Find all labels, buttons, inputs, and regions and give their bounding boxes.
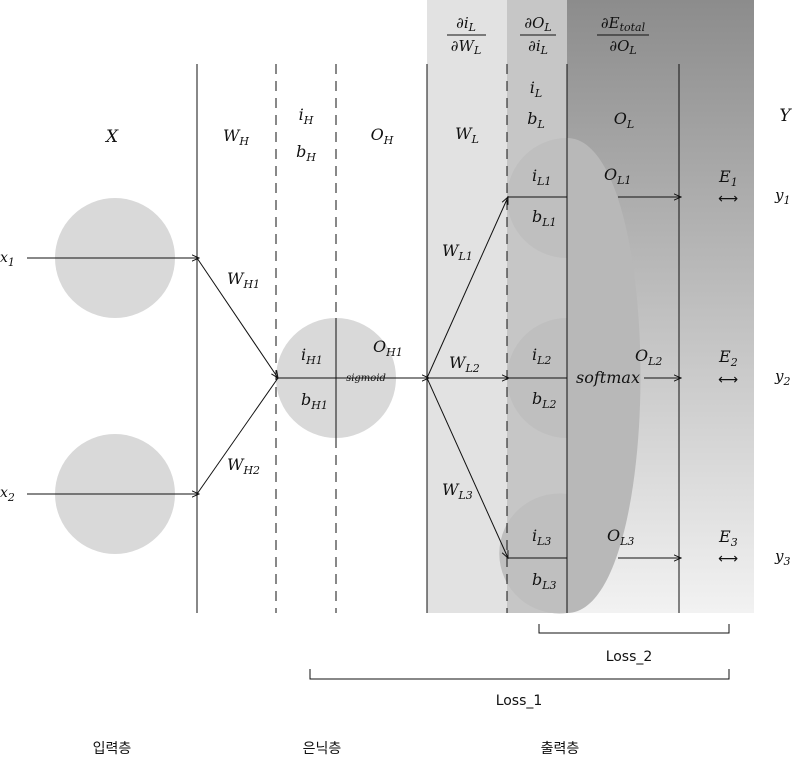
loss-brackets	[309, 624, 730, 680]
target-y3: y3	[774, 547, 790, 568]
loss-1-bracket	[309, 669, 730, 680]
layer-label-input: 입력층	[93, 741, 132, 757]
weight-wl2: WL2	[449, 353, 480, 375]
weight-wl3: WL3	[442, 480, 473, 502]
output-node-3-out: OL3	[607, 526, 634, 548]
hidden-activation: sigmoid	[346, 373, 386, 384]
error-e3: E3	[718, 527, 738, 549]
loss-2-bracket	[538, 624, 730, 634]
output-header-bias: bL	[527, 109, 545, 131]
edge-wl3	[426, 377, 508, 558]
edges	[27, 197, 681, 558]
gradient-2-den: ∂iL	[528, 37, 548, 57]
output-node-2-out: OL2	[635, 346, 662, 368]
gradient-3-num: ∂Etotal	[601, 14, 646, 34]
weight-wl1: WL1	[442, 241, 473, 263]
output-node-2-in: iL2	[532, 345, 551, 367]
gradient-1-den: ∂WL	[451, 37, 482, 57]
loss-1-label: Loss_1	[496, 693, 543, 709]
output-header-in: iL	[530, 78, 542, 100]
hidden-node-bias: bH1	[301, 390, 328, 412]
output-node-1-out: OL1	[604, 165, 631, 187]
error-arrow-2: ⟷	[718, 372, 738, 388]
softmax-ellipse	[567, 138, 641, 613]
error-arrow-3: ⟷	[718, 551, 738, 567]
input-label-x1: x1	[0, 250, 15, 269]
input-header: X	[104, 127, 119, 147]
edge-wl1	[426, 197, 508, 379]
target-header: Y	[779, 106, 792, 126]
input-nodes	[55, 198, 175, 554]
input-label-x2: x2	[0, 485, 15, 504]
output-weights-header: WL	[455, 124, 479, 146]
loss-2-label: Loss_2	[606, 649, 653, 665]
output-node-1-in: iL1	[532, 166, 551, 188]
error-e2: E2	[718, 347, 738, 369]
output-node-3-in: iL3	[532, 526, 551, 548]
gradient-3-den: ∂OL	[609, 37, 636, 57]
output-header-out: OL	[614, 109, 634, 131]
edge-wh2	[196, 377, 279, 495]
hidden-header-bias: bH	[296, 142, 316, 164]
output-node-3	[499, 493, 567, 614]
layer-label-hidden: 은닉층	[303, 741, 342, 757]
output-node-1-bias: bL1	[532, 207, 557, 229]
output-node-1	[507, 138, 567, 258]
softmax-label: softmax	[576, 368, 640, 387]
layer-dividers	[196, 64, 680, 613]
output-node-2-bias: bL2	[532, 389, 557, 411]
error-e1: E1	[718, 167, 738, 189]
target-y2: y2	[774, 367, 790, 388]
output-weights-bg	[427, 0, 507, 613]
output-node-3-bias: bL3	[532, 570, 557, 592]
input-weights-header: WH	[223, 126, 249, 148]
hidden-header-out: OH	[371, 125, 394, 147]
weight-wh1: WH1	[227, 269, 260, 291]
layer-label-output: 출력층	[541, 741, 580, 757]
hidden-header-in: iH	[299, 105, 314, 127]
target-y1: y1	[774, 186, 790, 207]
hidden-node-in: iH1	[301, 345, 323, 367]
gradient-2-num: ∂OL	[524, 14, 551, 34]
gradient-1-num: ∂iL	[456, 14, 476, 34]
hidden-node-out: OH1	[373, 337, 403, 359]
weight-wh2: WH2	[227, 455, 260, 477]
edge-wh1	[196, 257, 278, 378]
error-arrow-1: ⟷	[718, 191, 738, 207]
